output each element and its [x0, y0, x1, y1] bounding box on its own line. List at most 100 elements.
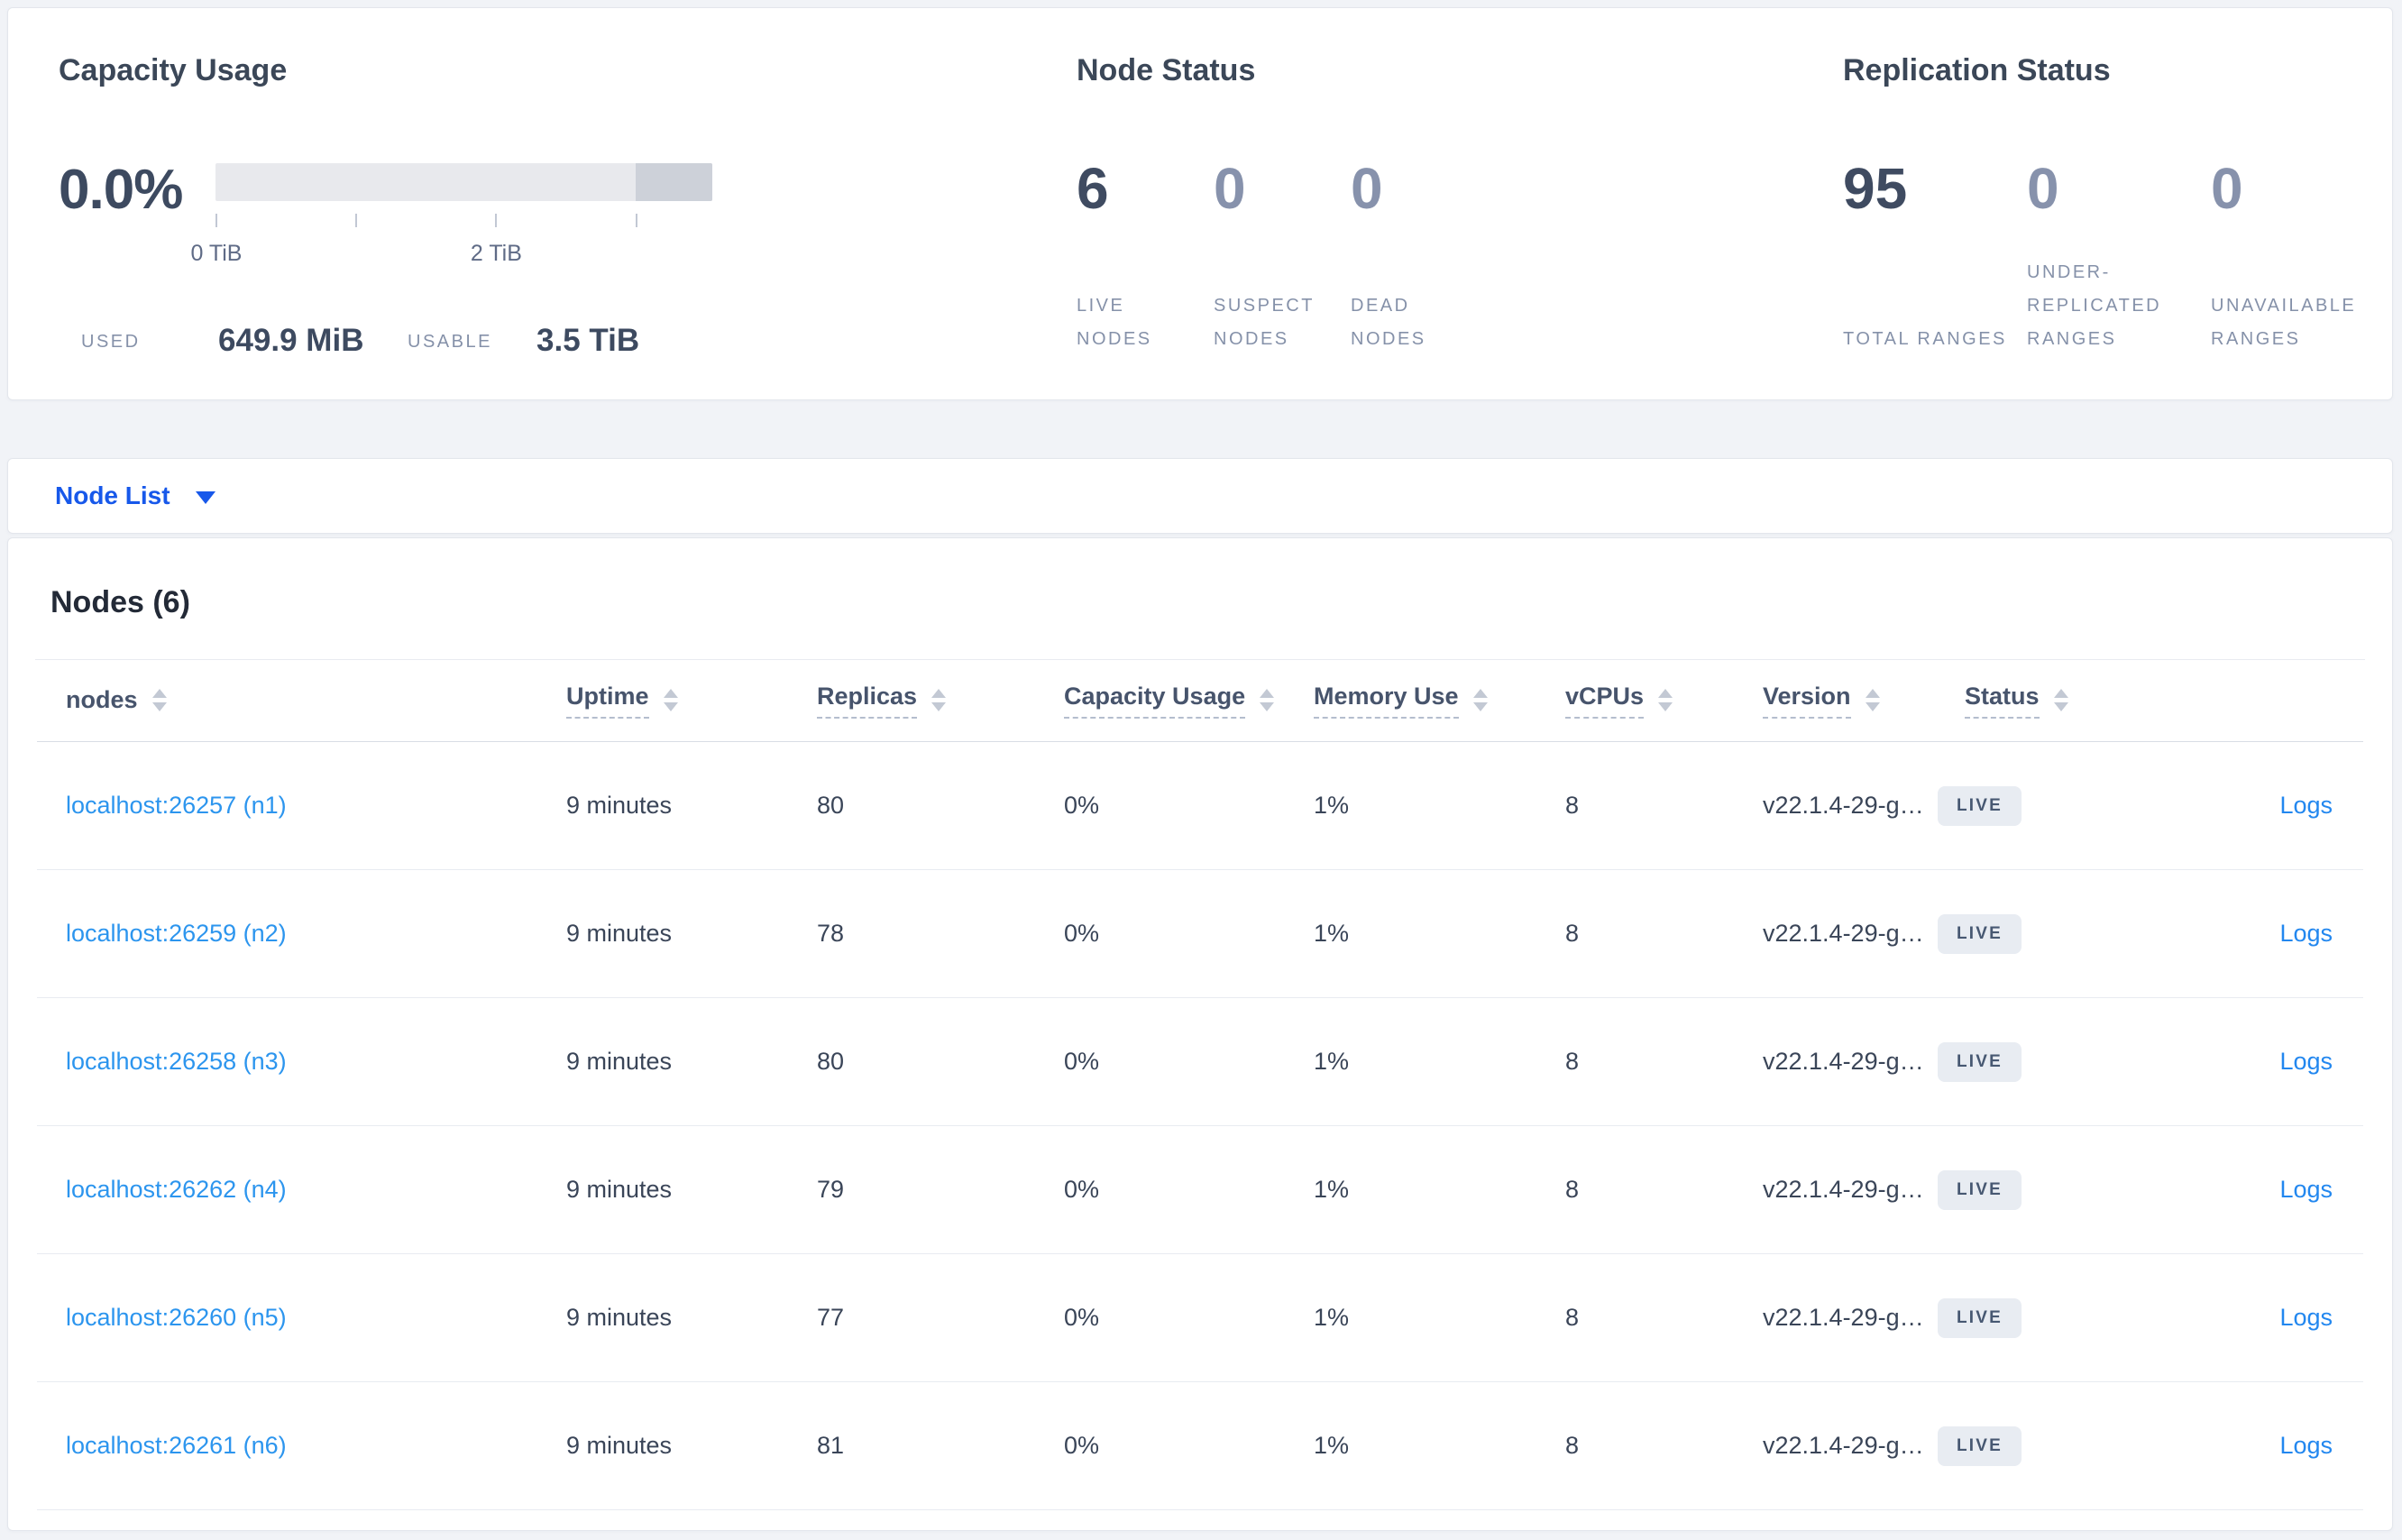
logs-link[interactable]: Logs: [2279, 1432, 2333, 1459]
stat-value: 0: [2027, 156, 2059, 221]
capacity-used-label: USED: [81, 332, 141, 352]
cell-replicas: 79: [817, 1176, 845, 1203]
column-header-capacity[interactable]: Capacity Usage: [1064, 683, 1314, 719]
stat-label: SUSPECT NODES: [1214, 296, 1315, 349]
cell-status: LIVE: [1938, 785, 2172, 826]
view-selector-label: Node List: [55, 481, 170, 509]
node-status-stats: 6 LIVE NODES 0 SUSPECT NODES 0 DEAD NODES: [1077, 152, 1488, 356]
node-status-title: Node Status: [1077, 53, 1256, 87]
status-badge: LIVE: [1938, 1041, 2022, 1082]
cell-capacity: 0%: [1064, 1048, 1100, 1075]
summary-stat: 0 UNDER-REPLICATED RANGES: [2027, 152, 2211, 356]
cell-memory: 1%: [1314, 792, 1350, 819]
cell-nodes: localhost:26261 (n6): [66, 1432, 566, 1460]
cell-memory: 1%: [1314, 1048, 1350, 1075]
table-row: localhost:26258 (n3) 9 minutes 80 0% 1% 8 v22.…: [37, 998, 2363, 1126]
cell-vcpus: 8: [1565, 920, 1580, 947]
cell-capacity: 0%: [1064, 920, 1100, 947]
cell-memory: 1%: [1314, 1176, 1350, 1203]
stat-label: DEAD NODES: [1351, 296, 1426, 349]
nodes-table: nodes Uptime Replicas Capacity Usage Memory …: [37, 659, 2363, 1510]
status-badge: LIVE: [1938, 913, 2022, 954]
column-header-version[interactable]: Version: [1763, 683, 1965, 719]
view-selector-dropdown[interactable]: Node List: [7, 458, 2393, 534]
cell-uptime: 9 minutes: [566, 792, 673, 819]
column-header-memory[interactable]: Memory Use: [1314, 683, 1565, 719]
node-link[interactable]: localhost:26258 (n3): [66, 1048, 287, 1075]
stat-value: 0: [1214, 156, 1246, 221]
node-link[interactable]: localhost:26259 (n2): [66, 920, 287, 947]
cell-status: LIVE: [1938, 1425, 2172, 1466]
cell-uptime: 9 minutes: [566, 1176, 673, 1203]
column-header-label: Memory Use: [1314, 683, 1459, 719]
cell-capacity: 0%: [1064, 1176, 1100, 1203]
node-link[interactable]: localhost:26257 (n1): [66, 792, 287, 819]
stat-value: 0: [1351, 156, 1383, 221]
column-header-label: Capacity Usage: [1064, 683, 1246, 719]
cell-uptime: 9 minutes: [566, 920, 673, 947]
chevron-down-icon: [195, 491, 215, 504]
column-header-nodes[interactable]: nodes: [66, 686, 566, 714]
logs-link[interactable]: Logs: [2279, 1048, 2333, 1075]
cell-replicas: 80: [817, 1048, 845, 1075]
capacity-usable-label: USABLE: [408, 332, 492, 352]
node-link[interactable]: localhost:26260 (n5): [66, 1304, 287, 1331]
stat-value: 95: [1843, 156, 1908, 221]
cell-logs: Logs: [2172, 1432, 2333, 1460]
cell-nodes: localhost:26259 (n2): [66, 920, 566, 948]
column-header-status[interactable]: Status: [1965, 683, 2172, 719]
logs-link[interactable]: Logs: [2279, 1176, 2333, 1203]
stat-label: LIVE NODES: [1077, 296, 1152, 349]
table-row: localhost:26257 (n1) 9 minutes 80 0% 1% 8 v22.…: [37, 742, 2363, 870]
cell-version: v22.1.4-29-g…: [1763, 1048, 1924, 1075]
cell-status: LIVE: [1938, 1041, 2172, 1082]
table-row: localhost:26260 (n5) 9 minutes 77 0% 1% 8 v22.…: [37, 1254, 2363, 1382]
cell-version: v22.1.4-29-g…: [1763, 792, 1924, 819]
stat-label: UNAVAILABLE RANGES: [2211, 296, 2357, 349]
capacity-axis-tick: [495, 214, 498, 227]
capacity-bar-highlight: [635, 163, 712, 201]
table-header-row: nodes Uptime Replicas Capacity Usage Memory …: [37, 659, 2363, 742]
node-link[interactable]: localhost:26261 (n6): [66, 1432, 287, 1459]
cell-status: LIVE: [1938, 1297, 2172, 1338]
table-row: localhost:26262 (n4) 9 minutes 79 0% 1% 8 v22.…: [37, 1126, 2363, 1254]
capacity-axis-tick: [635, 214, 637, 227]
cell-capacity: 0%: [1064, 1432, 1100, 1459]
cell-version: v22.1.4-29-g…: [1763, 920, 1924, 947]
logs-link[interactable]: Logs: [2279, 1304, 2333, 1331]
cell-logs: Logs: [2172, 1304, 2333, 1332]
column-header-label: vCPUs: [1565, 683, 1645, 719]
status-badge: LIVE: [1938, 1425, 2022, 1466]
replication-status-section: Replication Status 95 TOTAL RANGES 0 UNDER-…: [1843, 8, 2384, 399]
summary-stat: 95 TOTAL RANGES: [1843, 152, 2027, 356]
cell-replicas: 81: [817, 1432, 845, 1459]
node-link[interactable]: localhost:26262 (n4): [66, 1176, 287, 1203]
logs-link[interactable]: Logs: [2279, 920, 2333, 947]
sort-icon: [663, 689, 678, 711]
summary-stat: 0 SUSPECT NODES: [1214, 152, 1351, 356]
cell-logs: Logs: [2172, 1048, 2333, 1076]
cell-replicas: 80: [817, 792, 845, 819]
capacity-used-value: 649.9 MiB: [218, 323, 364, 358]
cell-uptime: 9 minutes: [566, 1432, 673, 1459]
column-header-replicas[interactable]: Replicas: [817, 683, 1064, 719]
cell-replicas: 78: [817, 920, 845, 947]
column-header-label: Status: [1965, 683, 2040, 719]
cluster-summary-card: Capacity Usage 0.0% 0 TiB 2 TiB USED 649.…: [7, 7, 2393, 400]
capacity-usage-title: Capacity Usage: [59, 53, 288, 87]
status-badge: LIVE: [1938, 785, 2022, 826]
cell-nodes: localhost:26262 (n4): [66, 1176, 566, 1204]
table-row: localhost:26259 (n2) 9 minutes 78 0% 1% 8 v22.…: [37, 870, 2363, 998]
column-header-vcpus[interactable]: vCPUs: [1565, 683, 1763, 719]
cell-logs: Logs: [2172, 920, 2333, 948]
capacity-percent-value: 0.0%: [59, 159, 183, 221]
sort-icon: [1472, 689, 1488, 711]
cell-memory: 1%: [1314, 920, 1350, 947]
column-header-label: Uptime: [566, 683, 649, 719]
column-header-label: Version: [1763, 683, 1851, 719]
nodes-table-title: Nodes (6): [50, 585, 190, 619]
node-status-section: Node Status 6 LIVE NODES 0 SUSPECT NODES 0 DE…: [1077, 8, 1834, 399]
cell-replicas: 77: [817, 1304, 845, 1331]
logs-link[interactable]: Logs: [2279, 792, 2333, 819]
column-header-uptime[interactable]: Uptime: [566, 683, 817, 719]
